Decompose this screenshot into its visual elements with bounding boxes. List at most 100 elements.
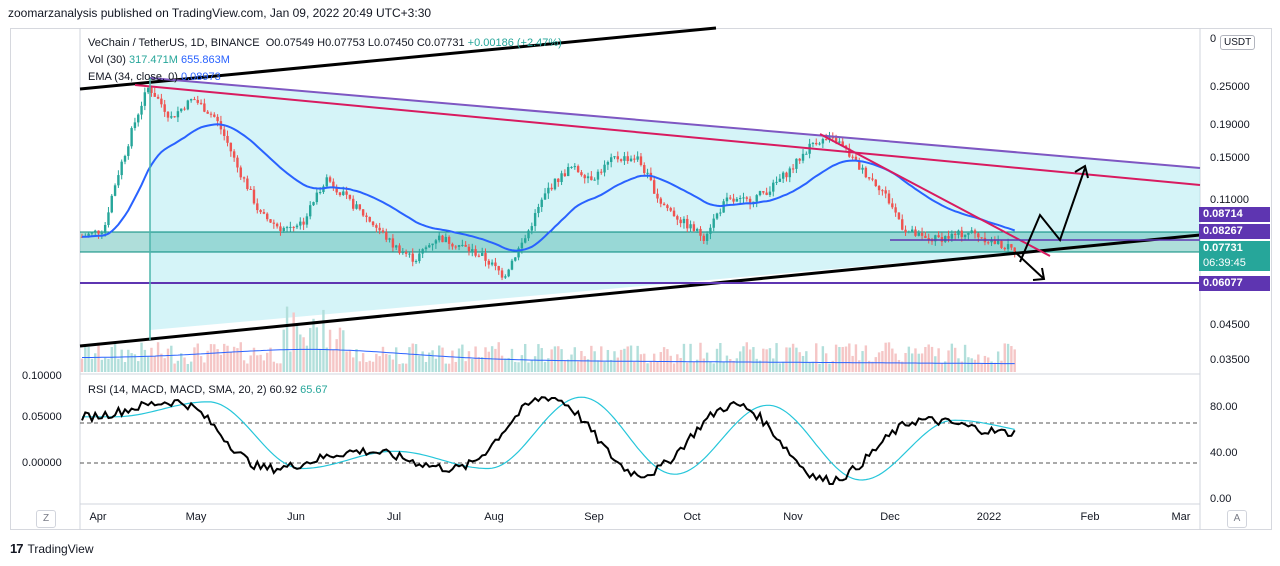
time-tick: Jul bbox=[386, 511, 402, 523]
volume-bar bbox=[474, 346, 477, 372]
pink-descending-line bbox=[819, 133, 1051, 257]
candle bbox=[391, 238, 395, 248]
volume-bar bbox=[679, 357, 682, 372]
candle bbox=[996, 240, 1000, 244]
candle bbox=[259, 210, 262, 213]
volume-bar bbox=[901, 361, 904, 372]
candle bbox=[309, 205, 312, 217]
volume-bar bbox=[424, 361, 428, 372]
candle bbox=[586, 176, 590, 179]
candle bbox=[973, 230, 977, 234]
volume-bar bbox=[282, 329, 285, 372]
candle bbox=[484, 252, 487, 261]
volume-bar bbox=[299, 334, 302, 372]
candle bbox=[1006, 244, 1010, 250]
volume-bar bbox=[1013, 349, 1016, 372]
volume-bar bbox=[312, 318, 315, 372]
volume-bar bbox=[484, 347, 487, 372]
candle bbox=[398, 245, 401, 254]
time-tick: Dec bbox=[880, 511, 900, 523]
volume-bar bbox=[127, 349, 130, 372]
volume-bar bbox=[216, 349, 219, 372]
volume-bar bbox=[464, 361, 467, 372]
volume-bar bbox=[815, 343, 818, 372]
candle bbox=[279, 226, 282, 232]
volume-bar bbox=[795, 347, 798, 372]
volume-bar bbox=[497, 342, 500, 372]
candle bbox=[328, 177, 332, 182]
candle bbox=[656, 193, 659, 199]
volume-bar bbox=[87, 346, 90, 372]
candle bbox=[629, 158, 633, 162]
legend-row-ema: EMA (34, close, 0) 0.08973 bbox=[88, 71, 221, 83]
support-zone bbox=[80, 232, 1200, 252]
candle bbox=[242, 177, 246, 179]
volume-bar bbox=[292, 312, 295, 372]
volume-bar bbox=[232, 346, 236, 372]
volume-bar bbox=[762, 348, 765, 372]
volume-bar bbox=[633, 361, 636, 372]
volume-bar bbox=[510, 348, 514, 372]
volume-bar bbox=[841, 346, 844, 372]
volume-bar bbox=[722, 361, 725, 372]
candle bbox=[246, 178, 249, 189]
volume-bar bbox=[1006, 343, 1010, 372]
candle bbox=[977, 233, 980, 238]
candle bbox=[421, 249, 424, 254]
price-tick: 0.25000 bbox=[1210, 81, 1250, 93]
candle bbox=[646, 172, 649, 174]
candle bbox=[947, 236, 950, 239]
volume-bar bbox=[600, 346, 603, 372]
candle bbox=[514, 257, 517, 261]
volume-bar bbox=[289, 351, 292, 372]
volume-bar bbox=[953, 347, 957, 372]
candle bbox=[917, 232, 920, 236]
candle bbox=[153, 92, 156, 97]
candle bbox=[213, 114, 216, 117]
candle bbox=[735, 198, 739, 202]
candle bbox=[117, 175, 120, 186]
candle bbox=[424, 247, 428, 250]
volume-bar bbox=[375, 353, 378, 372]
volume-bar bbox=[659, 352, 662, 372]
zoom-button[interactable]: Z bbox=[36, 510, 56, 528]
volume-bar bbox=[352, 357, 355, 372]
time-tick: Jun bbox=[287, 511, 305, 523]
candle bbox=[987, 242, 990, 244]
currency-button[interactable]: USDT bbox=[1220, 35, 1256, 50]
candle bbox=[583, 175, 586, 179]
candle bbox=[408, 253, 411, 255]
ema-line bbox=[82, 123, 1016, 252]
volume-bar bbox=[428, 352, 431, 372]
time-tick: 2022 bbox=[976, 511, 1002, 523]
volume-bar bbox=[573, 347, 577, 372]
volume-bar bbox=[361, 353, 365, 372]
candle bbox=[414, 261, 418, 263]
candle bbox=[345, 191, 348, 195]
volume-bar bbox=[189, 361, 193, 372]
candle bbox=[434, 240, 438, 244]
candle bbox=[613, 156, 616, 158]
volume-bar bbox=[262, 360, 266, 372]
volume-bar bbox=[543, 361, 547, 372]
tradingview-logo-icon: 17 bbox=[10, 541, 24, 556]
candle bbox=[97, 230, 100, 234]
candle bbox=[841, 141, 844, 146]
candle bbox=[887, 193, 891, 204]
volume-bar bbox=[547, 358, 550, 372]
candle bbox=[643, 165, 646, 174]
volume-bar bbox=[854, 344, 858, 372]
candle bbox=[970, 230, 973, 234]
volume-bar bbox=[940, 363, 944, 372]
candle bbox=[342, 191, 345, 196]
auto-scale-button[interactable]: A bbox=[1227, 510, 1247, 528]
volume-bar bbox=[186, 363, 190, 372]
volume-bar bbox=[160, 353, 163, 372]
candle bbox=[576, 166, 580, 173]
candle bbox=[930, 240, 934, 242]
candle bbox=[967, 233, 970, 235]
time-tick: May bbox=[185, 511, 207, 523]
candle bbox=[1000, 240, 1003, 248]
brand-name[interactable]: TradingView bbox=[27, 541, 94, 556]
